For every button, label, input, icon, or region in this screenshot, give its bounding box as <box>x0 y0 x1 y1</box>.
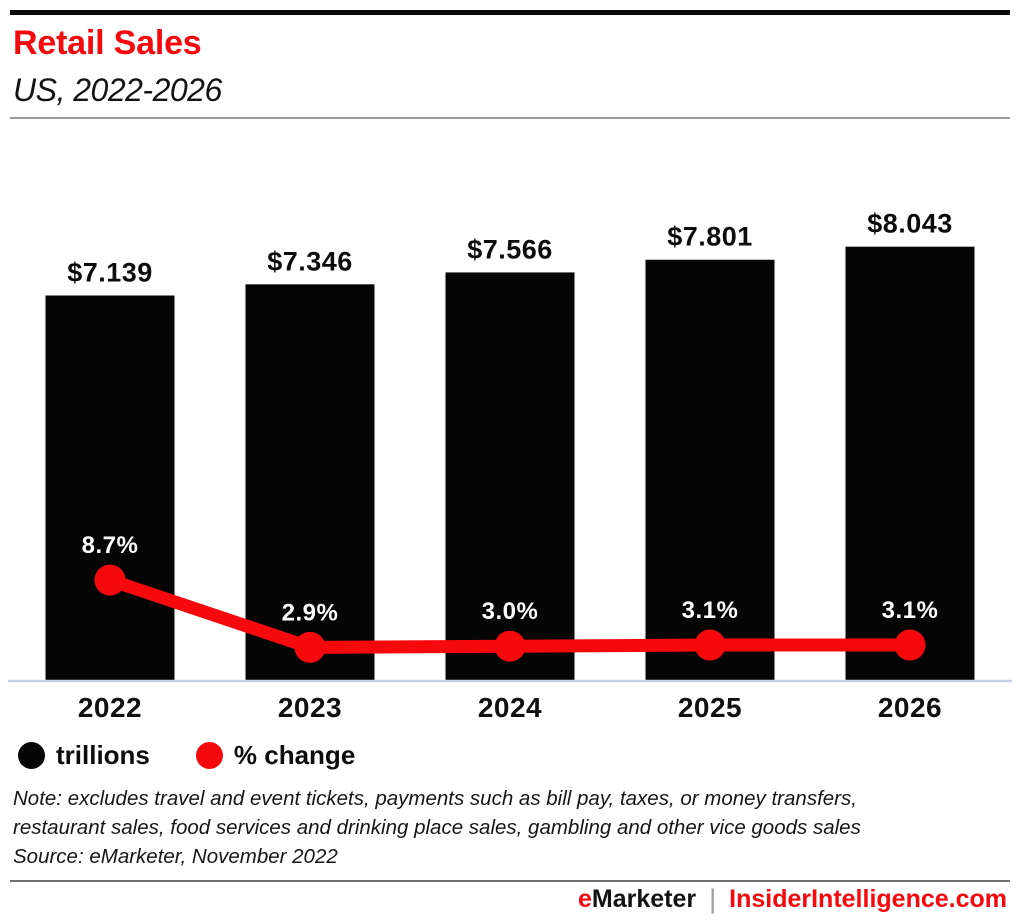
footer-divider <box>10 880 1010 882</box>
pct-label-2026: 3.1% <box>882 597 939 624</box>
retail-sales-chart: $7.139 $7.346 $7.566 $7.801 $8.043 8.7% 2.9% 3.… <box>8 209 1012 723</box>
legend-item-trillions: trillions <box>18 740 150 771</box>
bar-value-label-2023: $7.346 <box>267 246 353 276</box>
bar-value-label-2024: $7.566 <box>467 234 553 264</box>
bar-2026 <box>845 246 975 682</box>
legend-label-trillions: trillions <box>56 740 150 770</box>
x-axis-label-2024: 2024 <box>478 692 542 723</box>
bar-2023 <box>245 284 375 681</box>
legend-item-pct-change: % change <box>195 740 356 771</box>
legend-label-pct-change: % change <box>233 740 356 770</box>
note-line-2: restaurant sales, food services and drin… <box>13 816 861 839</box>
x-axis-label-2025: 2025 <box>678 692 742 723</box>
pct-label-2022: 8.7% <box>82 532 139 559</box>
bar-value-label-2025: $7.801 <box>667 222 753 252</box>
page-subtitle: US, 2022-2026 <box>13 72 222 108</box>
bar-2024 <box>445 272 575 681</box>
bar-value-label-2022: $7.139 <box>67 257 153 287</box>
source-text: Source: eMarketer, November 2022 <box>13 845 338 868</box>
bar-2022 <box>45 295 175 681</box>
line-point-2023 <box>294 631 326 663</box>
note-line-1: Note: excludes travel and event tickets,… <box>13 787 857 810</box>
top-accent-bar <box>10 10 1010 15</box>
x-axis-label-2022: 2022 <box>78 692 142 723</box>
header-divider <box>10 117 1010 119</box>
footer-logo-emarketer-rest: Marketer <box>591 885 697 913</box>
pct-label-2024: 3.0% <box>482 598 539 625</box>
pct-label-2025: 3.1% <box>682 597 739 624</box>
chart-note: Note: excludes travel and event tickets,… <box>13 784 1013 871</box>
footer-logo-emarketer-e: e <box>577 885 592 913</box>
page-title: Retail Sales <box>13 24 202 62</box>
pct-label-2023: 2.9% <box>282 599 339 626</box>
bar-2025 <box>645 259 775 681</box>
x-axis-label-2026: 2026 <box>878 692 942 723</box>
line-point-2025 <box>694 629 726 661</box>
line-point-2022 <box>94 564 126 596</box>
bar-series-swatch <box>18 742 45 769</box>
chart-legend: trillions % change <box>18 740 355 771</box>
footer-branding: eMarketer | InsiderIntelligence.com <box>578 884 1007 914</box>
footer-separator: | <box>709 884 717 914</box>
line-series-swatch <box>195 742 223 769</box>
footer-site-link[interactable]: InsiderIntelligence.com <box>729 885 1007 913</box>
line-point-2024 <box>494 630 526 662</box>
bar-value-label-2026: $8.043 <box>867 209 953 239</box>
x-axis-label-2023: 2023 <box>278 692 342 723</box>
line-point-2026 <box>894 629 926 661</box>
